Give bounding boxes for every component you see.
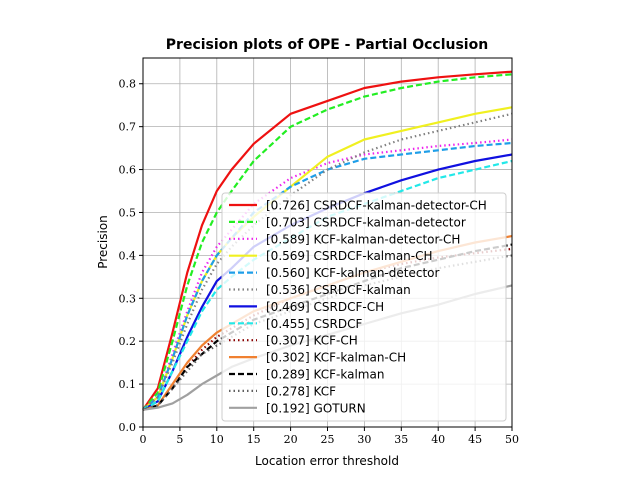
y-tick-label-5: 0.5	[119, 206, 137, 219]
legend-label-9: [0.302] KCF-kalman-CH	[266, 351, 406, 365]
legend-label-5: [0.536] CSRDCF-kalman	[266, 283, 411, 297]
x-tick-label-3: 15	[247, 433, 261, 446]
legend-label-10: [0.289] KCF-kalman	[266, 368, 384, 382]
legend-label-12: [0.192] GOTURN	[266, 401, 366, 415]
y-axis-label: Precision	[96, 215, 110, 269]
x-tick-label-7: 35	[394, 433, 408, 446]
legend-label-2: [0.589] KCF-kalman-detector-CH	[266, 232, 460, 246]
legend: [0.726] CSRDCF-kalman-detector-CH [0.703]…	[221, 192, 507, 422]
legend-box	[221, 192, 507, 422]
legend-label-4: [0.560] KCF-kalman-detector	[266, 266, 439, 280]
y-tick-label-0: 0.0	[119, 421, 137, 434]
legend-label-11: [0.278] KCF	[266, 384, 336, 398]
x-tick-label-6: 30	[357, 433, 371, 446]
legend-label-0: [0.726] CSRDCF-kalman-detector-CH	[266, 199, 487, 213]
x-tick-label-8: 40	[431, 433, 445, 446]
x-tick-label-4: 20	[284, 433, 298, 446]
legend-label-1: [0.703] CSRDCF-kalman-detector	[266, 215, 466, 229]
series-line-11	[142, 254, 513, 411]
y-tick-label-2: 0.2	[119, 335, 137, 348]
y-tick-label-6: 0.6	[119, 164, 137, 177]
y-tick-label-7: 0.7	[119, 121, 137, 134]
series-line-1	[142, 73, 513, 411]
x-axis-label: Location error threshold	[255, 454, 399, 468]
x-tick-label-9: 45	[468, 433, 482, 446]
legend-label-7: [0.455] CSRDCF	[266, 317, 362, 331]
y-tick-label-3: 0.3	[119, 292, 137, 305]
x-tick-label-5: 25	[321, 433, 335, 446]
axis-ticks: 0 5 10 15 20 25 30 35 40 45 50 0.0 0.1 0.2 0.3 0.4 0.5 0.…	[119, 78, 520, 446]
x-tick-label-1: 5	[176, 433, 183, 446]
legend-label-3: [0.569] CSRDCF-kalman-CH	[266, 249, 433, 263]
legend-label-8: [0.307] KCF-CH	[266, 334, 358, 348]
x-tick-label-2: 10	[210, 433, 224, 446]
series-line-0	[142, 70, 513, 411]
y-tick-label-1: 0.1	[119, 378, 137, 391]
x-tick-label-0: 0	[140, 433, 147, 446]
legend-label-6: [0.469] CSRDCF-CH	[266, 300, 384, 314]
y-tick-label-4: 0.4	[119, 249, 137, 262]
chart-title: Precision plots of OPE - Partial Occlusi…	[166, 37, 488, 53]
x-tick-label-10: 50	[505, 433, 519, 446]
y-tick-label-8: 0.8	[119, 78, 137, 91]
